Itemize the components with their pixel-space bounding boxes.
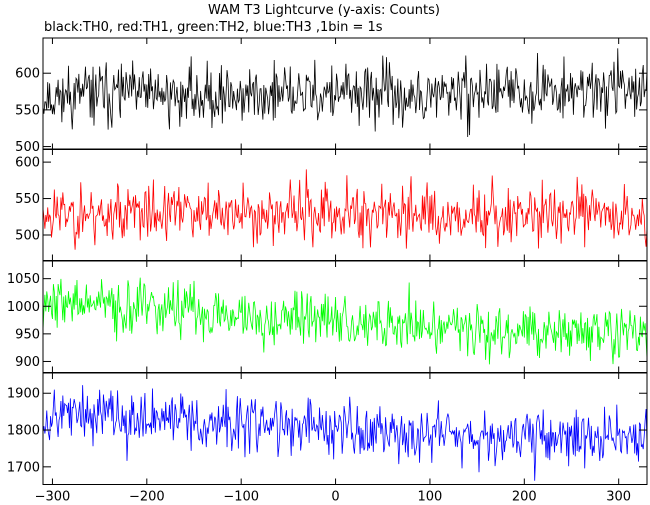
y-tick-label: 900 [15, 355, 40, 370]
x-tick-label: 0 [331, 490, 339, 505]
y-tick-label: 1050 [7, 272, 40, 287]
y-tick-label: 1700 [7, 460, 40, 475]
x-axis: −300 −200 −100 0 100 200 300 [35, 490, 632, 505]
y-tick-label: 550 [15, 192, 40, 207]
y-tick-label: 1800 [7, 424, 40, 439]
x-tick-label: 300 [606, 490, 631, 505]
x-tick-label: 100 [418, 490, 443, 505]
panel-th1: 500 550 600 [15, 148, 648, 261]
chart-subtitle: black:TH0, red:TH1, green:TH2, blue:TH3 … [44, 20, 383, 35]
series-line-th3 [43, 385, 647, 481]
x-tick-label: −100 [223, 490, 259, 505]
y-tick-label: 950 [15, 327, 40, 342]
y-tick-label: 550 [15, 103, 40, 118]
x-tick-label: 200 [512, 490, 537, 505]
panels-group: 5005506005005506009009501000105017001800… [7, 37, 648, 485]
panel-frame [42, 260, 648, 373]
y-tick-label: 600 [15, 156, 40, 171]
panel-th3: 1700 1800 1900 [7, 372, 648, 485]
panel-th2: 900 950 1000 1050 [7, 260, 648, 373]
y-tick-label: 500 [15, 140, 40, 155]
y-tick-label: 1000 [7, 300, 40, 315]
y-tick-label: 500 [15, 228, 40, 243]
chart-title: WAM T3 Lightcurve (y-axis: Counts) [208, 3, 440, 18]
series-line-th2 [43, 277, 647, 365]
series-line-th1 [43, 169, 647, 250]
x-tick-label: −200 [129, 490, 165, 505]
panel-frame [42, 372, 648, 485]
series-line-th0 [43, 48, 647, 138]
panel-th0: 500 550 600 [15, 37, 648, 155]
y-tick-label: 600 [15, 67, 40, 82]
x-tick-label: −300 [35, 490, 71, 505]
y-tick-label: 1900 [7, 387, 40, 402]
